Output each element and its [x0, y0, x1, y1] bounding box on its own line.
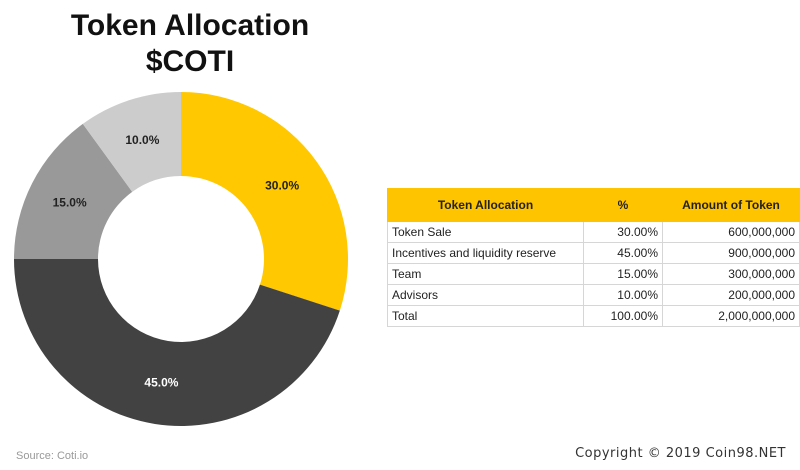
header-amount: Amount of Token: [662, 188, 800, 222]
slice-data-label: 10.0%: [125, 133, 159, 147]
header-token-allocation: Token Allocation: [387, 188, 584, 222]
row-percent: 45.00%: [583, 242, 663, 264]
allocation-table-wrap: Token Allocation % Amount of Token Token…: [387, 188, 800, 327]
donut-slice: [14, 123, 133, 259]
row-amount: 600,000,000: [662, 221, 800, 243]
row-name: Advisors: [387, 284, 584, 306]
row-name: Token Sale: [387, 221, 584, 243]
table-header-row: Token Allocation % Amount of Token: [387, 188, 800, 222]
chart-title: Token Allocation $COTI: [40, 8, 340, 80]
row-name: Incentives and liquidity reserve: [387, 242, 584, 264]
row-name: Total: [387, 305, 584, 327]
title-line-2: $COTI: [145, 45, 235, 78]
row-amount: 900,000,000: [662, 242, 800, 264]
row-percent: 100.00%: [583, 305, 663, 327]
slice-data-label: 30.0%: [265, 179, 299, 193]
header-percent: %: [583, 188, 663, 222]
slice-data-label: 45.0%: [144, 375, 178, 389]
allocation-table: Token Allocation % Amount of Token Token…: [387, 188, 800, 327]
row-amount: 200,000,000: [662, 284, 800, 306]
row-name: Team: [387, 263, 584, 285]
donut-chart: 30.0% 45.0% 15.0% 10.0%: [14, 92, 349, 427]
row-amount: 2,000,000,000: [662, 305, 800, 327]
slice-data-label: 15.0%: [53, 195, 87, 209]
table-row: Team 15.00% 300,000,000: [387, 263, 800, 285]
source-note: Source: Coti.io: [16, 450, 89, 462]
donut-slice: [181, 92, 349, 311]
row-percent: 30.00%: [583, 221, 663, 243]
row-amount: 300,000,000: [662, 263, 800, 285]
donut-slice: [14, 259, 340, 427]
table-row: Incentives and liquidity reserve 45.00% …: [387, 242, 800, 264]
title-line-1: Token Allocation: [70, 9, 310, 42]
row-percent: 15.00%: [583, 263, 663, 285]
row-percent: 10.00%: [583, 284, 663, 306]
donut-slice: [82, 92, 181, 192]
table-row: Token Sale 30.00% 600,000,000: [387, 221, 800, 243]
table-row: Advisors 10.00% 200,000,000: [387, 284, 800, 306]
table-row-total: Total 100.00% 2,000,000,000: [387, 305, 800, 327]
copyright-note: Copyright © 2019 Coin98.NET: [575, 446, 786, 461]
